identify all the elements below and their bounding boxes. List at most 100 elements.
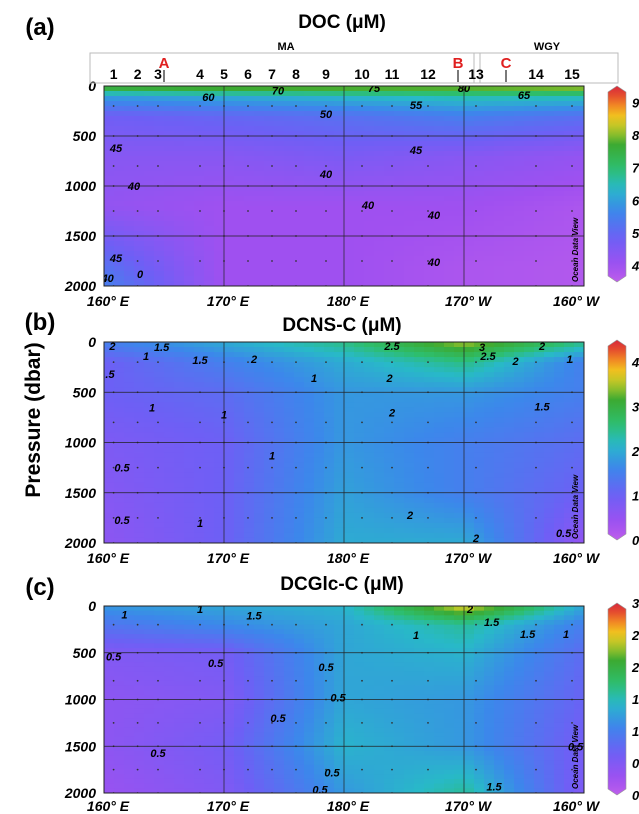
field-cell bbox=[404, 191, 415, 197]
field-cell bbox=[494, 657, 505, 663]
field-cell bbox=[304, 522, 315, 529]
field-cell bbox=[164, 437, 175, 444]
field-cell bbox=[374, 156, 385, 162]
field-cell bbox=[264, 362, 275, 368]
field-cell bbox=[284, 91, 295, 97]
field-cell bbox=[414, 91, 425, 97]
field-cell bbox=[454, 231, 465, 237]
field-cell bbox=[404, 116, 415, 122]
field-cell bbox=[304, 196, 315, 202]
field-cell bbox=[174, 176, 185, 182]
field-cell bbox=[534, 141, 545, 147]
field-cell bbox=[374, 342, 385, 348]
field-cell bbox=[204, 347, 215, 353]
field-cell bbox=[504, 131, 515, 137]
field-cell bbox=[264, 392, 275, 398]
field-cell bbox=[544, 517, 555, 524]
field-cell bbox=[434, 397, 445, 403]
field-cell bbox=[294, 211, 305, 217]
field-cell bbox=[194, 377, 205, 383]
field-cell bbox=[204, 171, 215, 177]
field-cell bbox=[484, 412, 495, 418]
field-cell bbox=[374, 362, 385, 368]
field-cell bbox=[124, 477, 135, 484]
field-cell bbox=[324, 181, 335, 187]
field-cell bbox=[364, 281, 375, 286]
field-cell bbox=[544, 372, 555, 378]
field-cell bbox=[464, 397, 475, 403]
field-cell bbox=[534, 241, 545, 247]
field-cell bbox=[484, 246, 495, 252]
field-cell bbox=[364, 652, 375, 659]
field-cell bbox=[334, 156, 345, 162]
field-cell bbox=[154, 624, 165, 630]
field-cell bbox=[434, 96, 445, 102]
field-cell bbox=[554, 402, 565, 408]
field-cell bbox=[484, 615, 495, 621]
field-cell bbox=[234, 676, 245, 682]
field-cell bbox=[554, 502, 565, 509]
field-cell bbox=[414, 106, 425, 112]
field-cell bbox=[484, 216, 495, 222]
field-cell bbox=[244, 397, 255, 403]
field-cell bbox=[414, 367, 425, 373]
field-cell bbox=[364, 606, 375, 612]
station-label: 15 bbox=[564, 66, 580, 82]
field-cell bbox=[284, 442, 295, 449]
field-cell bbox=[244, 362, 255, 368]
field-cell bbox=[534, 472, 545, 479]
field-cell bbox=[344, 126, 355, 132]
field-cell bbox=[244, 634, 255, 640]
field-cell bbox=[484, 372, 495, 378]
field-cell bbox=[494, 666, 505, 673]
field-cell bbox=[554, 666, 565, 673]
field-cell bbox=[424, 676, 435, 682]
field-cell bbox=[454, 347, 465, 353]
field-cell bbox=[214, 136, 225, 142]
field-cell bbox=[474, 462, 485, 469]
field-cell bbox=[254, 96, 265, 102]
sample-dot bbox=[571, 105, 573, 107]
field-cell bbox=[294, 638, 305, 644]
contour-label: 75 bbox=[368, 83, 381, 95]
contour-label: 1 bbox=[149, 402, 155, 414]
contour-label: 2.5 bbox=[383, 341, 400, 353]
field-cell bbox=[424, 246, 435, 252]
field-cell bbox=[264, 502, 275, 509]
field-cell bbox=[254, 442, 265, 449]
field-cell bbox=[104, 131, 115, 137]
field-cell bbox=[454, 676, 465, 682]
field-cell bbox=[194, 392, 205, 398]
field-cell bbox=[114, 532, 125, 539]
field-cell bbox=[544, 166, 555, 172]
station-label: 3 bbox=[154, 66, 162, 82]
sample-dot bbox=[271, 516, 273, 519]
field-cell bbox=[544, 462, 555, 469]
field-cell bbox=[124, 442, 135, 449]
field-cell bbox=[154, 352, 165, 358]
field-cell bbox=[104, 652, 115, 659]
sample-dot bbox=[571, 361, 573, 363]
field-cell bbox=[504, 116, 515, 122]
field-cell bbox=[294, 452, 305, 459]
field-cell bbox=[454, 372, 465, 378]
field-cell bbox=[124, 367, 135, 373]
field-cell bbox=[214, 256, 225, 262]
field-cell bbox=[274, 146, 285, 152]
field-cell bbox=[304, 507, 315, 514]
field-cell bbox=[524, 206, 535, 212]
field-cell bbox=[354, 201, 365, 207]
field-cell bbox=[474, 652, 485, 659]
field-cell bbox=[374, 397, 385, 403]
field-cell bbox=[554, 347, 565, 353]
field-cell bbox=[394, 216, 405, 222]
field-cell bbox=[164, 648, 175, 654]
field-cell bbox=[514, 176, 525, 182]
field-cell bbox=[474, 387, 485, 393]
field-cell bbox=[144, 171, 155, 177]
field-cell bbox=[484, 201, 495, 207]
field-cell bbox=[334, 231, 345, 237]
field-cell bbox=[574, 462, 584, 469]
field-cell bbox=[194, 447, 205, 454]
field-cell bbox=[374, 281, 385, 286]
